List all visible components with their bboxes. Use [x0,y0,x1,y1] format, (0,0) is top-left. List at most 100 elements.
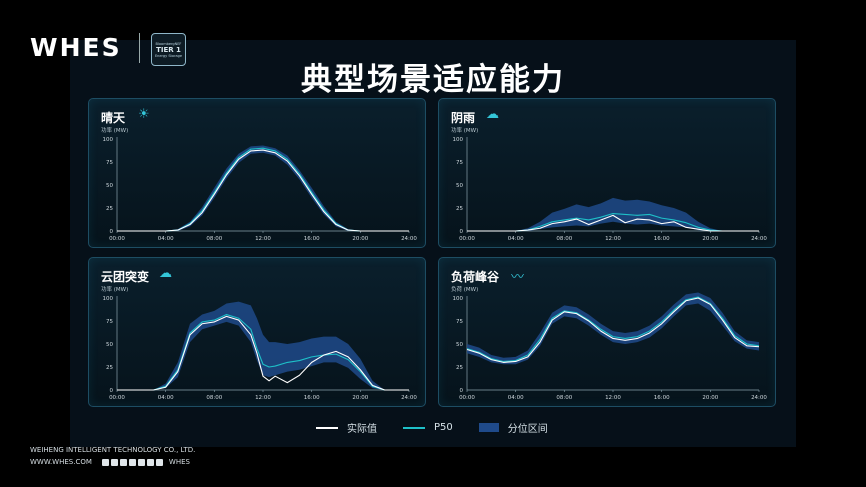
x-tick-label: 08:00 [556,395,572,401]
y-tick-label: 0 [110,388,114,394]
legend-item-actual: 实际值 [316,420,377,435]
series-p50-line [467,212,759,232]
y-tick-label: 25 [456,365,463,371]
y-axis-label: 功率 (MW) [451,126,478,134]
x-tick-label: 16:00 [304,395,320,401]
page-title: 典型场景适应能力 [301,62,565,98]
y-tick-label: 0 [460,229,464,235]
y-tick-label: 25 [106,365,113,371]
y-tick-label: 50 [456,183,463,189]
x-tick-label: 24:00 [751,395,767,401]
twitter-icon[interactable] [110,458,118,466]
panel-title: 晴天 [101,111,126,125]
x-tick-label: 08:00 [206,236,222,242]
legend-item-p50: P50 [403,422,453,433]
logo-text: WHES [30,32,122,62]
panel-title: 云团突变 [101,270,150,284]
y-tick-label: 75 [456,319,463,325]
x-tick-label: 12:00 [255,395,271,401]
series-actual-line [467,214,759,232]
y-tick-label: 100 [103,296,114,302]
chart-plot: 负荷 (MW) 0 25 50 75 100 00:00 04:00 08:00 12:00 16:… [451,285,767,401]
footer-social-label: WHES [168,458,190,466]
y-tick-label: 100 [453,296,464,302]
pulse-icon: 〰 [511,270,525,285]
y-tick-label: 100 [103,137,114,143]
x-tick-label: 24:00 [401,236,417,242]
y-axis-label: 功率 (MW) [101,126,128,134]
x-tick-label: 20:00 [702,236,718,242]
y-tick-label: 50 [456,342,463,348]
sun-icon: ☀ [138,107,150,122]
x-tick-label: 04:00 [508,236,524,242]
y-axis-label: 功率 (MW) [101,285,128,293]
x-tick-label: 20:00 [352,236,368,242]
x-tick-label: 16:00 [654,395,670,401]
y-tick-label: 0 [110,229,114,235]
x-tick-label: 24:00 [751,236,767,242]
y-tick-label: 0 [460,388,464,394]
y-tick-label: 75 [456,160,463,166]
chart-panel-rainy: 阴雨 ☁ 功率 (MW) 0 25 50 75 100 00:00 04:00 08:00 12:… [438,98,776,248]
y-axis-label: 负荷 (MW) [451,285,478,293]
chart-plot: 功率 (MW) 0 25 50 75 100 00:00 04:00 08:00 12:00 16:… [101,126,417,242]
chart-panel-load-peak-valley: 负荷峰谷 〰 负荷 (MW) 0 25 50 75 100 00:00 04:00 08:00 1… [438,257,776,407]
y-tick-label: 25 [106,206,113,212]
x-tick-label: 00:00 [109,236,125,242]
y-tick-label: 75 [106,319,113,325]
x-tick-label: 04:00 [158,236,174,242]
y-tick-label: 75 [106,160,113,166]
linkedin-icon[interactable] [119,458,127,466]
instagram-icon[interactable] [128,458,136,466]
chart-plot: 功率 (MW) 0 25 50 75 100 00:00 04:00 08:00 12:00 16:… [101,285,417,401]
x-tick-label: 08:00 [206,395,222,401]
x-tick-label: 00:00 [459,236,475,242]
x-tick-label: 20:00 [352,395,368,401]
series-p50-line [117,147,409,232]
series-actual-line [466,297,760,363]
x-tick-label: 16:00 [654,236,670,242]
legend-item-band: 分位区间 [478,420,548,435]
y-tick-label: 50 [106,342,113,348]
y-tick-label: 100 [453,137,464,143]
facebook-icon[interactable] [101,458,109,466]
series-p50-line [117,314,409,391]
logo-divider [139,33,140,63]
x-tick-label: 00:00 [109,395,125,401]
footer-website[interactable]: WWW.WHES.COM [30,458,92,466]
bnef-tier1-badge: BloombergNEF TIER 1 Energy Storage [151,33,186,66]
cloud-lightning-icon: ☁ [159,266,172,281]
panel-title: 负荷峰谷 [451,270,500,284]
rain-cloud-icon: ☁ [486,107,499,122]
chart-plot: 功率 (MW) 0 25 50 75 100 00:00 04:00 08:00 12:00 16:… [451,126,767,242]
x-tick-label: 04:00 [158,395,174,401]
x-tick-label: 12:00 [255,236,271,242]
x-tick-label: 16:00 [304,236,320,242]
x-tick-label: 12:00 [605,236,621,242]
footer-contact: WWW.WHES.COM WHES [30,458,190,466]
quantile-band [117,301,409,390]
quantile-band [467,292,759,365]
quantile-band [467,197,759,231]
youtube-icon[interactable] [137,458,145,466]
series-actual-line [117,149,409,232]
x-tick-label: 08:00 [556,236,572,242]
quantile-band [117,145,409,231]
y-tick-label: 50 [106,183,113,189]
wechat-icon[interactable] [146,458,154,466]
chart-legend: 实际值 P50 分位区间 [316,420,574,435]
panel-title: 阴雨 [451,111,476,125]
company-logo: WHES [30,32,122,62]
footer-company: WEIHENG INTELLIGENT TECHNOLOGY CO., LTD. [30,446,196,454]
chart-panel-cloud-burst: 云团突变 ☁ 功率 (MW) 0 25 50 75 100 00:00 04:00 08:00 1… [88,257,426,407]
x-tick-label: 20:00 [702,395,718,401]
chart-panel-sunny: 晴天 ☀ 功率 (MW) 0 25 50 75 100 00:00 04:00 08:00 12:… [88,98,426,248]
weibo-icon[interactable] [155,458,163,466]
x-tick-label: 12:00 [605,395,621,401]
series-actual-line [117,315,409,391]
y-tick-label: 25 [456,206,463,212]
x-tick-label: 04:00 [508,395,524,401]
series-p50-line [466,296,760,363]
x-tick-label: 00:00 [459,395,475,401]
x-tick-label: 24:00 [401,395,417,401]
